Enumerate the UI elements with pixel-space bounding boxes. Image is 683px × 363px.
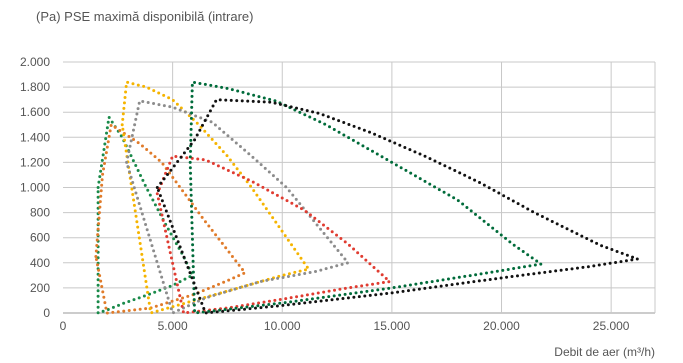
x-tick-label: 5.000 <box>158 319 188 333</box>
y-tick-label: 1.400 <box>20 130 50 144</box>
y-tick-label: 1.000 <box>20 181 50 195</box>
x-tick-labels: 0 5.000 10.000 15.000 20.000 25.000 <box>60 319 630 333</box>
y-tick-label: 1.600 <box>20 105 50 119</box>
y-tick-label: 400 <box>30 256 50 270</box>
grid <box>63 61 656 314</box>
series-curve-1 <box>96 113 195 316</box>
x-tick-label: 20.000 <box>483 319 520 333</box>
y-tick-label: 2.000 <box>20 55 50 69</box>
series-curve-3 <box>120 80 312 315</box>
y-tick-label: 600 <box>30 231 50 245</box>
x-tick-label: 10.000 <box>264 319 301 333</box>
y-tick-label: 200 <box>30 281 50 295</box>
x-tick-label: 0 <box>60 319 67 333</box>
x-tick-label: 15.000 <box>374 319 411 333</box>
x-tick-label: 25.000 <box>593 319 630 333</box>
x-axis-title: Debit de aer (m³/h) <box>554 345 655 359</box>
series-group <box>94 80 644 316</box>
y-tick-label: 800 <box>30 206 50 220</box>
y-tick-label: 1.200 <box>20 155 50 169</box>
y-tick-label: 1.800 <box>20 80 50 94</box>
y-tick-labels: 0 200 400 600 800 1.000 1.200 1.400 1.600 1.800 2.… <box>20 55 50 320</box>
y-tick-label: 0 <box>43 306 50 320</box>
series-curve-6 <box>188 80 545 315</box>
series-curve-7 <box>155 98 644 315</box>
series-curve-2 <box>94 122 248 315</box>
series-curve-4 <box>125 99 351 316</box>
y-axis-title: (Pa) PSE maximă disponibilă (intrare) <box>36 9 254 24</box>
